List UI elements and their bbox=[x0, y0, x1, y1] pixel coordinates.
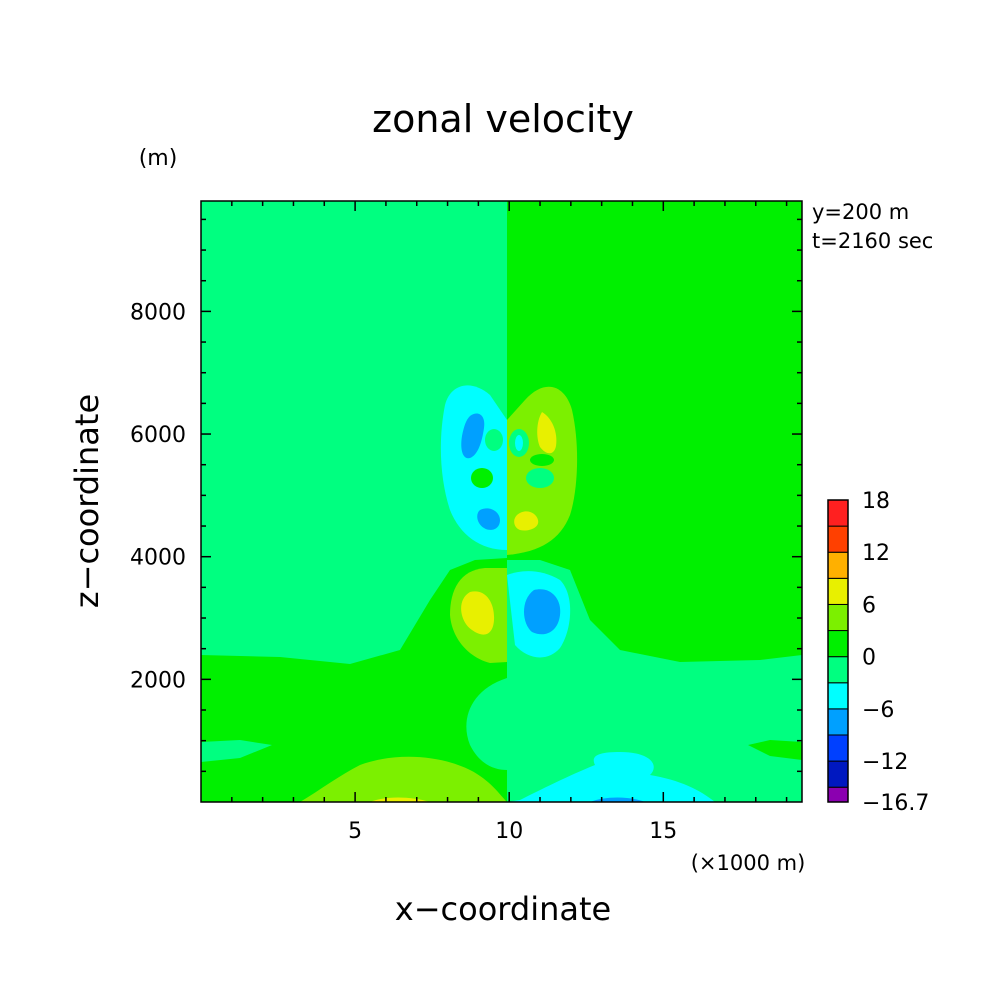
right-lower-core bbox=[514, 511, 539, 531]
colorbar-label: −16.7 bbox=[862, 791, 929, 816]
y-tick-label: 4000 bbox=[130, 546, 186, 571]
colorbar-swatch bbox=[827, 734, 849, 762]
colorbar-swatch bbox=[827, 577, 849, 605]
x-tick-label: 15 bbox=[649, 819, 677, 844]
y-unit-label: (m) bbox=[139, 146, 178, 171]
bottom-right-negative bbox=[507, 752, 715, 802]
colorbar-swatch bbox=[827, 760, 849, 788]
right-lower-band bbox=[507, 560, 802, 802]
colorbar-swatch bbox=[827, 708, 849, 736]
right-mid-core bbox=[524, 589, 561, 635]
colorbar-swatch bbox=[827, 656, 849, 684]
left-mid-core bbox=[461, 591, 495, 635]
x-tick-label: 10 bbox=[495, 819, 523, 844]
colorbar-label: 0 bbox=[862, 646, 876, 671]
colorbar-label: −12 bbox=[862, 750, 908, 775]
x-tick-label: 5 bbox=[348, 819, 362, 844]
left-upper-core bbox=[461, 413, 485, 459]
colorbar-swatch bbox=[827, 682, 849, 710]
colorbar-swatch bbox=[827, 499, 849, 527]
colorbar-label: 6 bbox=[862, 593, 876, 618]
bottom-left-core bbox=[370, 797, 430, 802]
right-mid-green bbox=[526, 468, 554, 488]
colorbar bbox=[827, 499, 849, 803]
bottom-right-core bbox=[590, 797, 645, 802]
right-upper-mid-green bbox=[530, 454, 554, 466]
colorbar-label: 18 bbox=[862, 489, 890, 514]
left-mid-green bbox=[471, 468, 493, 488]
colorbar-label: 12 bbox=[862, 541, 890, 566]
annotation-t: t=2160 sec bbox=[812, 229, 933, 253]
x-tick-labels: 5 10 15 bbox=[348, 819, 677, 844]
chart-title: zonal velocity bbox=[372, 97, 634, 141]
colorbar-swatch bbox=[827, 551, 849, 579]
y-tick-label: 2000 bbox=[130, 668, 186, 693]
x-axis-label: x−coordinate bbox=[395, 890, 611, 928]
right-upper-core bbox=[537, 412, 557, 454]
axis-ticks bbox=[201, 201, 802, 802]
y-tick-labels: 2000 4000 6000 8000 bbox=[130, 300, 186, 693]
x-unit-label: (×1000 m) bbox=[691, 851, 806, 875]
bottom-left-positive bbox=[300, 756, 507, 802]
colorbar-swatch bbox=[827, 525, 849, 553]
annotation-y: y=200 m bbox=[812, 200, 909, 224]
y-axis-label: z−coordinate bbox=[68, 394, 106, 608]
left-edge-positive bbox=[201, 740, 272, 762]
right-edge-negative bbox=[748, 740, 802, 760]
colorbar-labels: 18 12 6 0 −6 −12 −16.7 bbox=[862, 489, 929, 816]
colorbar-frame bbox=[827, 499, 849, 803]
left-lower-core bbox=[477, 508, 500, 530]
colorbar-swatch bbox=[827, 630, 849, 658]
colorbar-swatch bbox=[827, 603, 849, 632]
left-lower-band bbox=[201, 558, 507, 802]
left-upper-center-green bbox=[485, 429, 503, 451]
low-bubble bbox=[466, 678, 550, 770]
colorbar-label: −6 bbox=[862, 698, 894, 723]
y-tick-label: 6000 bbox=[130, 423, 186, 448]
plot-frame bbox=[200, 200, 803, 803]
contour-field bbox=[201, 201, 802, 802]
y-tick-label: 8000 bbox=[130, 300, 186, 325]
colorbar-swatch bbox=[827, 786, 849, 803]
right-upper-center-cyan bbox=[515, 435, 523, 451]
